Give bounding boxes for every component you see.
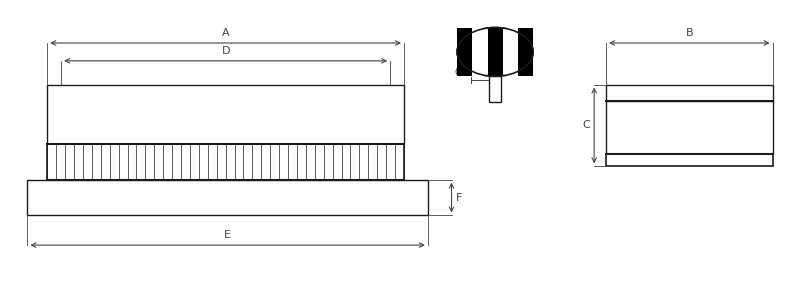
Bar	[606, 101, 773, 154]
Bar	[47, 144, 404, 180]
Bar	[47, 85, 404, 144]
Text: 0.5: 0.5	[454, 68, 469, 77]
Text: D: D	[222, 46, 230, 56]
Bar	[457, 28, 472, 76]
Text: F: F	[455, 193, 462, 202]
Bar	[518, 28, 533, 76]
Bar	[472, 28, 487, 76]
Bar	[489, 76, 502, 102]
Bar	[487, 28, 502, 76]
Text: B: B	[686, 28, 693, 38]
Text: E: E	[224, 230, 231, 240]
Bar	[502, 28, 518, 76]
Bar	[27, 180, 428, 215]
Text: A: A	[222, 28, 230, 38]
Text: 2: 2	[492, 84, 498, 94]
Bar	[606, 85, 773, 101]
Bar	[606, 154, 773, 166]
Ellipse shape	[457, 28, 533, 76]
Text: C: C	[582, 121, 590, 130]
